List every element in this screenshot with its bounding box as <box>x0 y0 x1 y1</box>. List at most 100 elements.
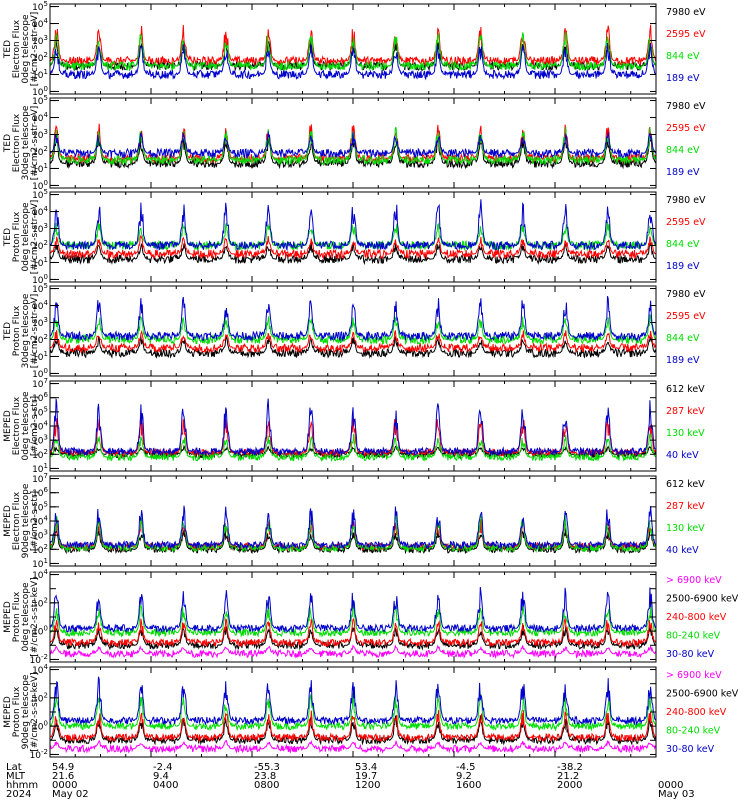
xaxis-hhmm-label-3: 0800 <box>254 780 279 791</box>
panel-7-legend-2: 2500-6900 keV <box>666 594 739 605</box>
panel-2-ylabel: TEDElectron Flux30deg telescope[#/cm2-s-… <box>3 105 40 180</box>
panel-2-ytick-label-1: 100 <box>32 179 48 192</box>
panel-3-ylabel: TEDProton Flux0deg telescope[#/cm2-s-str… <box>3 200 40 275</box>
panel-5-legend-2: 287 keV <box>666 406 705 417</box>
panel-5-ytick-label-6: 106 <box>32 391 48 404</box>
panel-6-legend-4: 40 keV <box>666 545 699 556</box>
panel-6-ytick-label-7: 107 <box>32 472 48 485</box>
panel-6-series-4-line <box>49 505 657 551</box>
panel-7-legend-5: 30-80 keV <box>666 649 715 660</box>
panel-7-ytick-label-4: 104 <box>32 568 48 581</box>
panel-7-series-2-line <box>49 625 657 651</box>
panel-2-ytick-label-3: 102 <box>32 145 48 158</box>
panel-8-legend-4: 80-240 keV <box>666 726 721 737</box>
panel-1-ytick-label-2: 101 <box>32 68 48 81</box>
panel-7-legend-1: > 6900 keV <box>666 575 722 586</box>
panel-2-legend-4: 189 eV <box>666 167 700 178</box>
xaxis-date-label-1: May 02 <box>52 789 89 800</box>
xaxis-lat-label-3: -55.3 <box>254 762 280 773</box>
panel-6-legend-2: 287 keV <box>666 501 705 512</box>
panel-4-legend-2: 2595 eV <box>666 311 706 322</box>
panel-8-ytick-label-1: 10-2 <box>30 748 48 761</box>
panel-4-series-2-line <box>49 330 657 354</box>
panel-2-ytick-label-6: 105 <box>32 94 48 107</box>
panel-4-ytick-label-4: 103 <box>32 316 48 329</box>
panel-6-ytick-label-5: 105 <box>32 500 48 513</box>
xaxis-lat-label-6: -38.2 <box>557 762 583 773</box>
panel-5-ytick-label-1: 101 <box>32 462 48 475</box>
panel-8-legend-1: > 6900 keV <box>666 670 722 681</box>
panel-8-ytick-label-3: 102 <box>32 691 48 704</box>
panel-7-ytick-label-2: 100 <box>32 625 48 638</box>
panel-1-legend-2: 2595 eV <box>666 29 706 40</box>
xaxis-mlt-label-6: 21.2 <box>557 771 579 782</box>
panel-1-legend-1: 7980 eV <box>666 7 706 18</box>
panel-6-ylabel: MEPEDElectron Flux90deg telescope[#/cm2-… <box>3 483 40 558</box>
panel-6-ytick-label-4: 104 <box>32 515 48 528</box>
panel-6-ytick-label-2: 102 <box>32 543 48 556</box>
panel-6-ytick-label-3: 103 <box>32 529 48 542</box>
xaxis-mlt-label-2: 9.4 <box>153 771 169 782</box>
xaxis-mlt-label-3: 23.8 <box>254 771 276 782</box>
panel-6-legend-1: 612 keV <box>666 479 705 490</box>
panel-4-ylabel: TEDProton Flux30deg telescope[#/cm2-s-st… <box>3 293 40 368</box>
panel-1-ytick-label-6: 105 <box>32 0 48 13</box>
panel-1-legend-4: 189 eV <box>666 73 700 84</box>
panel-3-ytick-label-2: 101 <box>32 256 48 269</box>
panel-5-series-4-line <box>49 398 657 457</box>
panel-1-ytick-label-3: 102 <box>32 51 48 64</box>
panel-1-ylabel: TEDElectron Flux0deg telescope[#/cm2-s-s… <box>3 12 40 87</box>
panel-5-legend-3: 130 keV <box>666 428 705 439</box>
panel-7-series-5-line <box>49 586 657 634</box>
panel-2-legend-2: 2595 eV <box>666 123 706 134</box>
panel-8-series-3-line <box>49 710 657 743</box>
panel-1-ytick-label-4: 103 <box>32 34 48 47</box>
xaxis-row-label-year: 2024 <box>6 789 31 800</box>
panel-1-ytick-label-5: 104 <box>32 17 48 30</box>
panel-8-series-5-line <box>49 676 657 726</box>
panel-5-legend-1: 612 keV <box>666 384 705 395</box>
panel-5-ytick-label-3: 103 <box>32 434 48 447</box>
panel-8-legend-3: 240-800 keV <box>666 707 727 718</box>
panel-2-legend-3: 844 eV <box>666 145 700 156</box>
panel-7-legend-4: 80-240 keV <box>666 631 721 642</box>
panel-5-series-3-line <box>49 433 657 463</box>
xaxis-hhmm-label-1: 0000 <box>52 780 77 791</box>
panel-3-series-2-line <box>49 234 657 260</box>
panel-2-ytick-label-4: 103 <box>32 128 48 141</box>
panel-4-ytick-label-3: 102 <box>32 333 48 346</box>
xaxis-lat-label-5: -4.5 <box>456 762 476 773</box>
panel-3-ytick-label-3: 102 <box>32 239 48 252</box>
panel-4-legend-4: 189 eV <box>666 355 700 366</box>
panel-1-series-3-line <box>49 31 657 72</box>
panel-3-legend-2: 2595 eV <box>666 217 706 228</box>
xaxis-mlt-label-4: 19.7 <box>355 771 377 782</box>
xaxis-date-label-7: May 03 <box>658 789 695 800</box>
panel-3-ytick-label-1: 100 <box>32 273 48 286</box>
panel-8-series-2-line <box>49 715 657 746</box>
panel-3-ytick-label-4: 103 <box>32 222 48 235</box>
xaxis-hhmm-label-7: 0000 <box>658 780 683 791</box>
panel-2-series-4-line <box>49 131 657 160</box>
panel-1-ytick-label-1: 100 <box>32 85 48 98</box>
panel-7-legend-3: 240-800 keV <box>666 612 727 623</box>
panel-2-legend-1: 7980 eV <box>666 101 706 112</box>
panel-1-series-4-line <box>49 42 657 81</box>
panel-1-legend-3: 844 eV <box>666 51 700 62</box>
panel-7-series-3-line <box>49 617 657 648</box>
panel-4-ytick-label-1: 100 <box>32 367 48 380</box>
panel-4-ytick-label-2: 101 <box>32 350 48 363</box>
xaxis-row-label-lat: Lat <box>6 762 22 773</box>
panel-5-ylabel: MEPEDElectron Flux0deg telescope[#/cm2-s… <box>3 391 40 461</box>
panel-5-ytick-label-4: 104 <box>32 420 48 433</box>
xaxis-hhmm-label-2: 0400 <box>153 780 178 791</box>
xaxis-lat-label-1: 54.9 <box>52 762 74 773</box>
